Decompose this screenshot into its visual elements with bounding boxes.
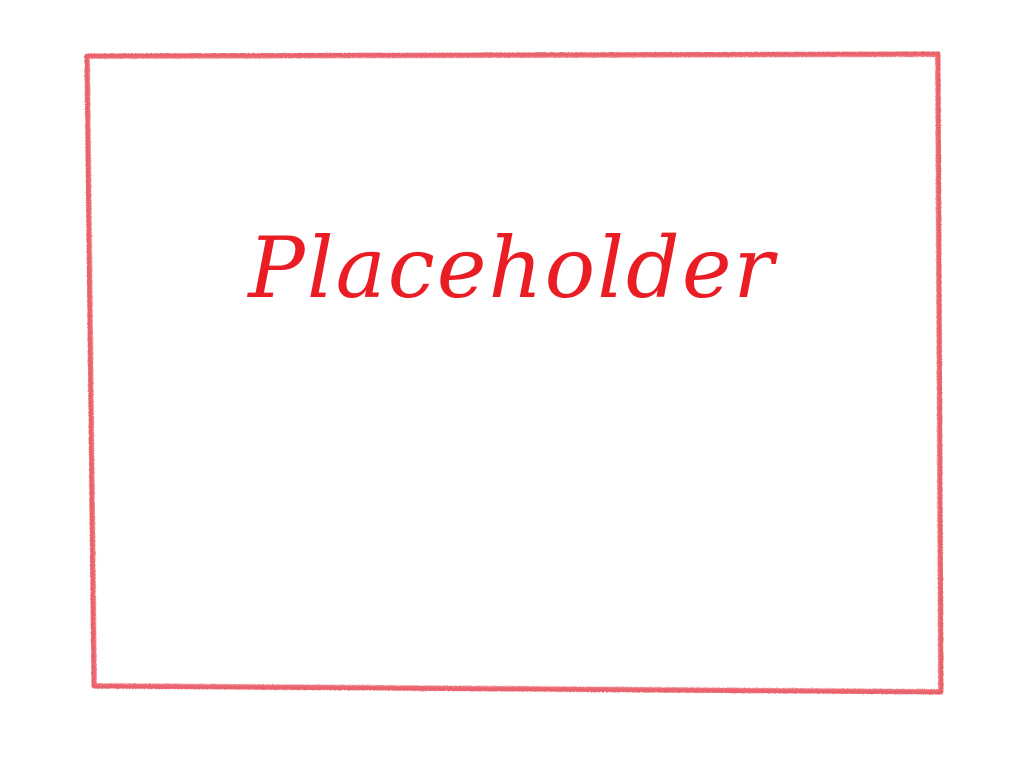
frame-outline: [84, 51, 944, 695]
placeholder-label: Placeholder: [248, 219, 776, 317]
